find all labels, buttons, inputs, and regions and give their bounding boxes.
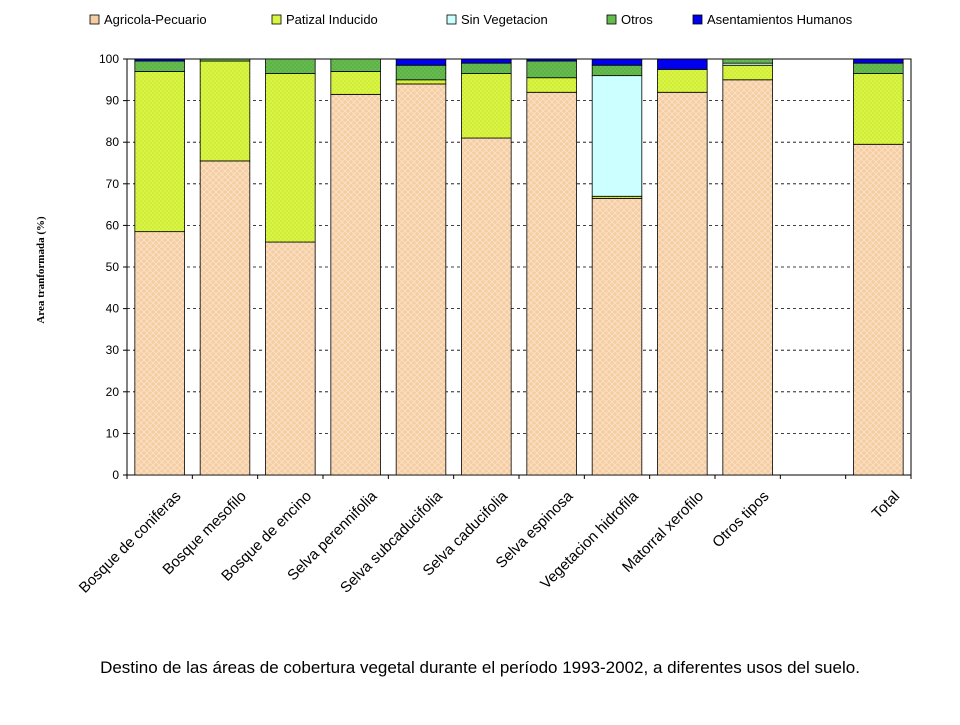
y-tick-label: 70 [106, 177, 120, 191]
bar-segment-asentamientos-humanos [461, 58, 512, 64]
bar-segment-asentamientos-humanos [591, 58, 643, 66]
plot-area [126, 58, 912, 476]
bar-segment-agricola-pecuario [657, 91, 708, 476]
legend-swatch [606, 14, 617, 25]
x-category-label: Bosque de coniferas [76, 488, 185, 597]
bar-segment-otros [265, 58, 316, 74]
y-tick-label: 20 [106, 385, 120, 399]
bar-segment-agricola-pecuario [330, 93, 381, 476]
bar-segment-patizal-inducido [461, 73, 512, 139]
bar-segment-otros [722, 58, 773, 64]
y-tick-label: 60 [106, 218, 120, 232]
bar-segment-otros [526, 60, 577, 79]
bar-segment-asentamientos-humanos [657, 58, 708, 70]
legend-label: Sin Vegetacion [461, 12, 548, 27]
bar-segment-patizal-inducido [395, 79, 447, 85]
bar-segment-otros [853, 62, 904, 74]
bar-segment-otros [199, 58, 251, 62]
y-tick-label: 40 [106, 302, 120, 316]
bar-segment-agricola-pecuario [461, 137, 512, 476]
legend-label: Patizal Inducido [286, 12, 378, 27]
bar-segment-otros [330, 58, 381, 72]
y-tick-label: 90 [106, 94, 120, 108]
bar-segment-agricola-pecuario [853, 143, 904, 476]
bar-segment-patizal-inducido [853, 73, 904, 145]
bar-segment-asentamientos-humanos [853, 58, 904, 64]
bar-segment-patizal-inducido [722, 64, 773, 81]
bar-segment-agricola-pecuario [526, 91, 577, 476]
bar-segment-asentamientos-humanos [526, 58, 577, 62]
bar-segment-otros [461, 62, 512, 74]
bar-segment-agricola-pecuario [722, 79, 773, 476]
bar-segment-agricola-pecuario [134, 231, 185, 476]
legend-label: Asentamientos Humanos [707, 12, 853, 27]
y-tick-label: 80 [106, 135, 120, 149]
y-axis-title: Area tranformada (%) [35, 216, 47, 324]
legend-swatch [271, 14, 282, 25]
legend-label: Agricola-Pecuario [104, 12, 207, 27]
y-tick-label: 50 [106, 260, 120, 274]
bar-segment-patizal-inducido [526, 77, 577, 93]
bar-segment-patizal-inducido [199, 60, 251, 162]
bar-segment-patizal-inducido [134, 71, 185, 233]
legend: Agricola-Pecuario Patizal Inducido Sin Veg… [89, 12, 853, 27]
x-category-label: Total [869, 488, 903, 522]
bar-segment-otros [134, 60, 185, 72]
y-tick-label: 30 [106, 343, 120, 357]
bar-segment-asentamientos-humanos [395, 58, 447, 66]
figure-caption: Destino de las áreas de cobertura vegeta… [100, 658, 860, 677]
legend-swatch [692, 14, 703, 25]
bar-segment-sin-vegetacion [591, 75, 643, 197]
bar-segment-asentamientos-humanos [134, 58, 185, 62]
y-tick-label: 10 [106, 426, 120, 440]
bar-segment-patizal-inducido [330, 71, 381, 95]
bar-segment-patizal-inducido [657, 69, 708, 93]
legend-label: Otros [621, 12, 653, 27]
x-category-label: Otros tipos [709, 488, 772, 551]
legend-swatch [89, 14, 100, 25]
bar-segment-agricola-pecuario [395, 83, 447, 476]
bar-segment-agricola-pecuario [591, 197, 643, 476]
bar-segment-otros [591, 64, 643, 77]
bar-segment-patizal-inducido [265, 73, 316, 243]
bar-segment-agricola-pecuario [265, 241, 316, 476]
bar-segment-otros [395, 64, 447, 81]
y-tick-label: 0 [112, 468, 119, 482]
bar-segment-agricola-pecuario [199, 160, 251, 476]
legend-swatch [446, 14, 457, 25]
y-tick-label: 100 [99, 52, 119, 66]
